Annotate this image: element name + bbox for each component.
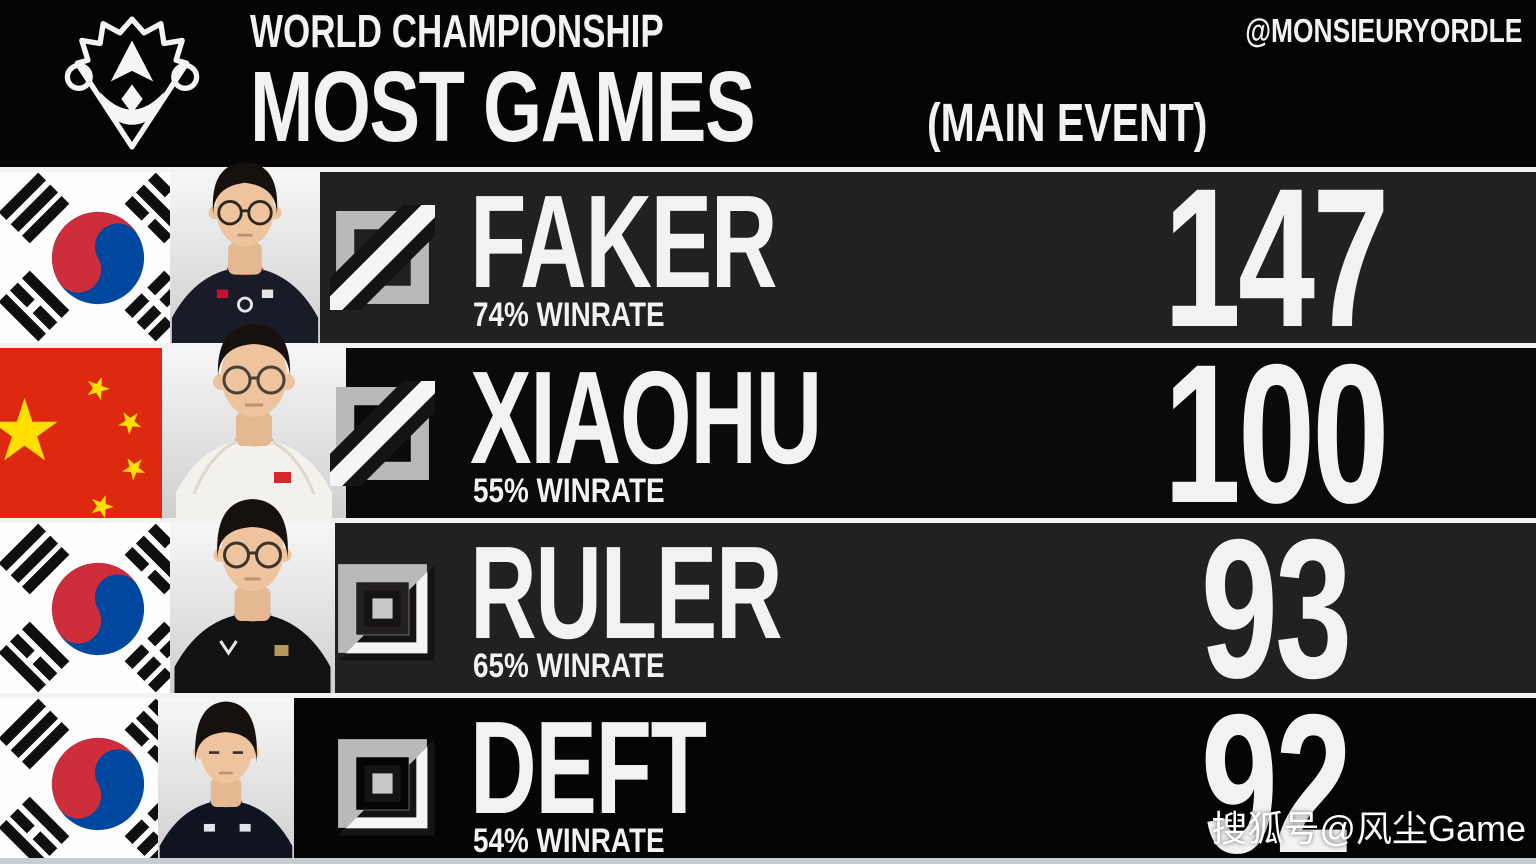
leaderboard-row-deft: DEFT 54% WINRATE 92 — [0, 673, 1536, 864]
title-line1: WORLD CHAMPIONSHIP — [250, 5, 664, 57]
title-suffix: (MAIN EVENT) — [927, 92, 1208, 153]
games-count: 92 — [1200, 673, 1352, 864]
player-photo-xiaohu — [162, 324, 346, 519]
player-winrate: 74% WINRATE — [473, 296, 665, 334]
games-count: 147 — [1163, 147, 1390, 368]
taegeuk-icon — [51, 211, 145, 305]
flag-star-icon: ★ — [108, 401, 151, 444]
flag-star-icon: ★ — [83, 486, 120, 519]
player-photo-deft — [158, 698, 294, 864]
china-flag: ★ ★ ★ ★ ★ — [0, 348, 165, 519]
sohu-watermark: 搜狐号@风尘Game — [1211, 808, 1526, 849]
bottom-divider — [0, 858, 1536, 864]
title-block: WORLD CHAMPIONSHIP MOST GAMES (MAIN EVEN… — [250, 6, 1296, 157]
player-winrate: 55% WINRATE — [473, 472, 665, 510]
player-photo-faker — [170, 162, 320, 343]
player-winrate: 65% WINRATE — [473, 647, 665, 685]
flag-star-icon: ★ — [79, 368, 116, 409]
taegeuk-icon — [51, 562, 145, 656]
leaderboard-row-ruler: RULER 65% WINRATE 93 — [0, 498, 1536, 719]
header: WORLD CHAMPIONSHIP MOST GAMES (MAIN EVEN… — [0, 0, 1536, 168]
games-count: 100 — [1163, 323, 1390, 544]
south-korea-flag — [0, 698, 178, 864]
flag-star-icon: ★ — [0, 383, 64, 479]
author-credit: @MONSIEURYORDLE — [1244, 12, 1522, 49]
bot-lane-role-icon — [338, 739, 435, 836]
south-korea-flag — [0, 172, 178, 343]
mid-lane-role-icon — [330, 381, 435, 486]
worlds-trophy-logo-icon — [64, 16, 200, 150]
player-winrate: 54% WINRATE — [473, 822, 665, 860]
south-korea-flag — [0, 523, 178, 694]
player-name: XIAOHU — [470, 344, 822, 491]
leaderboard-row-xiaohu: ★ ★ ★ ★ ★ — [0, 323, 1536, 544]
taegeuk-icon — [51, 737, 145, 831]
mid-lane-role-icon — [330, 205, 435, 310]
title-line2: MOST GAMES — [250, 50, 756, 163]
player-photo-ruler — [170, 499, 335, 694]
games-count: 93 — [1200, 498, 1352, 719]
player-name: RULER — [470, 519, 783, 666]
flag-star-icon: ★ — [112, 447, 155, 490]
player-name: FAKER — [470, 168, 778, 315]
leaderboard-row-faker: FAKER 74% WINRATE 147 — [0, 147, 1536, 368]
bot-lane-role-icon — [338, 564, 435, 661]
player-name: DEFT — [470, 694, 707, 841]
